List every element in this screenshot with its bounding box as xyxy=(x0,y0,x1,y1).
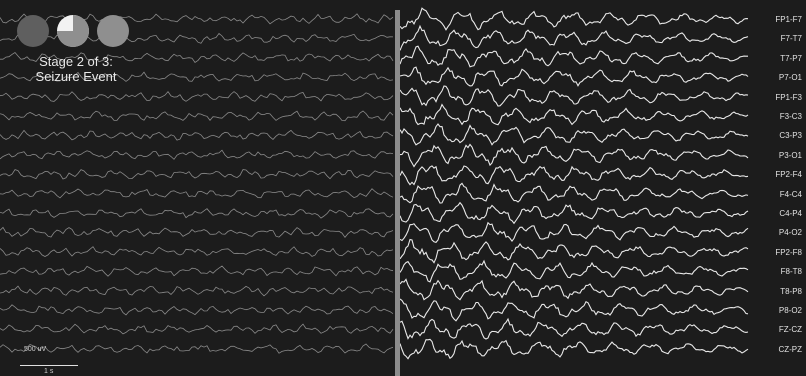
channel-label: P7-O1 xyxy=(778,73,802,83)
scale-voltage-label: 500 uV xyxy=(24,346,47,353)
channel-label: P4-O2 xyxy=(778,228,802,238)
trace-background xyxy=(0,226,394,238)
scale-time-label: 1 s xyxy=(44,368,54,375)
channel-label: FZ-CZ xyxy=(778,325,802,335)
channel-label: F4-C4 xyxy=(779,189,802,199)
channel-label: FP2-F4 xyxy=(775,170,802,180)
channel-label: T8-P8 xyxy=(780,286,802,296)
trace-seizure xyxy=(399,238,749,264)
channel-label: T7-P7 xyxy=(780,53,802,63)
stage-1-indicator xyxy=(17,15,49,47)
channel-label: FP1-F3 xyxy=(775,92,802,102)
channel-label: CZ-PZ xyxy=(778,344,802,354)
trace-background xyxy=(0,51,394,64)
trace-background xyxy=(0,169,394,180)
trace-background xyxy=(0,265,394,277)
channel-label: P8-O2 xyxy=(778,306,802,315)
channel-label: FP1-F7 xyxy=(775,15,802,24)
trace-seizure xyxy=(399,123,749,146)
channel-label: C3-P3 xyxy=(779,131,802,141)
trace-background xyxy=(0,129,394,141)
trace-seizure xyxy=(399,317,749,340)
channel-label: C4-P4 xyxy=(779,209,802,218)
trace-background xyxy=(0,246,394,257)
channel-label: P3-O1 xyxy=(778,150,802,160)
stage-title: Stage 2 of 3: Seizure Event xyxy=(12,54,140,84)
trace-background xyxy=(0,323,394,335)
trace-background xyxy=(0,110,394,122)
trace-seizure xyxy=(399,298,749,322)
trace-seizure xyxy=(399,143,749,168)
stage-panel: Stage 2 of 3: Seizure Event xyxy=(12,14,162,84)
trace-seizure xyxy=(399,45,748,68)
stage-title-line2: Seizure Event xyxy=(35,69,117,84)
channel-label: F7-T7 xyxy=(780,34,802,44)
channel-label: F8-T8 xyxy=(780,267,802,277)
trace-background xyxy=(0,90,394,102)
stage-2-indicator xyxy=(57,15,89,47)
trace-seizure xyxy=(399,338,749,360)
trace-seizure xyxy=(399,278,749,301)
channel-label: F3-C3 xyxy=(779,112,802,121)
trace-background xyxy=(0,208,394,219)
stage-title-line1: Stage 2 of 3: xyxy=(39,54,113,69)
channel-label: FP2-F8 xyxy=(775,247,802,257)
seizure-onset-marker xyxy=(395,10,400,376)
trace-background xyxy=(0,71,394,82)
trace-seizure xyxy=(399,165,749,186)
trace-seizure xyxy=(399,24,749,51)
trace-seizure xyxy=(399,103,749,126)
stage-3-indicator xyxy=(97,15,129,47)
trace-background xyxy=(0,285,394,297)
trace-seizure xyxy=(399,66,749,87)
trace-background xyxy=(0,304,394,316)
trace-background xyxy=(0,343,394,354)
trace-seizure xyxy=(399,7,749,31)
trace-seizure xyxy=(399,201,749,225)
trace-seizure xyxy=(399,221,749,244)
trace-background xyxy=(0,188,394,199)
trace-seizure xyxy=(399,259,749,283)
trace-seizure xyxy=(399,85,749,107)
trace-seizure xyxy=(399,182,749,204)
stage-indicators xyxy=(16,14,162,48)
trace-background xyxy=(0,149,394,160)
time-scale-bar xyxy=(20,365,78,366)
